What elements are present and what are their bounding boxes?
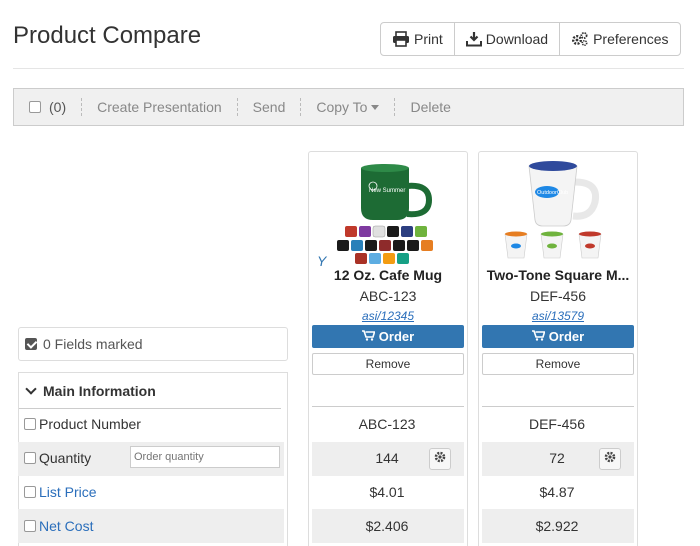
page-title: Product Compare [13,22,202,49]
net-cost-value: $2.406 [365,518,409,534]
field-row-quantity: Quantity 144 72 [18,442,700,476]
asi-link[interactable]: asi/12345 [361,309,415,323]
quantity-settings-button[interactable] [599,448,621,470]
delete-button[interactable]: Delete [394,98,465,116]
create-presentation-button[interactable]: Create Presentation [81,98,237,116]
preferences-label: Preferences [593,31,669,47]
field-row-product-number: Product Number ABC-123 DEF-456 [18,407,700,441]
gear-icon [434,450,446,468]
order-label: Order [548,329,585,344]
select-all[interactable]: (0) [14,98,81,116]
action-toolbar: (0) Create Presentation Send Copy To Del… [13,88,684,126]
fields-marked-label: 0 Fields marked [43,336,143,352]
product-number: DEF-456 [529,288,587,304]
download-button[interactable]: Download [455,23,561,55]
print-label: Print [414,31,443,47]
svg-text:Y: Y [317,253,328,268]
download-label: Download [485,31,549,47]
gears-icon [571,31,589,47]
card-divider [482,406,634,407]
field-checkbox[interactable] [24,520,36,532]
main-information-header[interactable]: Main Information [19,373,281,409]
order-button[interactable]: Order [482,325,634,348]
quantity-value: 144 [375,450,399,466]
product-number-value: DEF-456 [528,416,586,432]
field-name[interactable]: Net Cost [39,518,94,534]
field-label[interactable]: Product Number [24,407,141,441]
copy-to-label: Copy To [316,99,368,115]
selected-count: (0) [49,99,67,115]
select-all-checkbox[interactable] [29,101,41,113]
product-number-value: ABC-123 [358,416,416,432]
section-title: Main Information [43,382,156,399]
fields-marked-box: 0 Fields marked [18,327,288,361]
preferences-button[interactable]: Preferences [560,23,679,55]
product-card: OutdoorClub Two-Tone Square M... DEF-456… [478,151,638,546]
product-image: New Summer Y [309,156,467,269]
field-name[interactable]: List Price [39,484,97,500]
field-name: Quantity [39,450,92,466]
remove-button[interactable]: Remove [482,353,634,375]
field-checkbox[interactable] [24,452,36,464]
product-name[interactable]: Two-Tone Square M... [486,267,630,283]
row-shade [482,509,634,543]
field-name: Product Number [39,416,141,432]
title-divider [13,68,684,69]
checked-square-icon [25,338,37,350]
quantity-value: 72 [549,450,565,466]
product-number: ABC-123 [359,288,417,304]
send-button[interactable]: Send [236,98,301,116]
field-row-net-cost: Net Cost $2.406 $2.922 [18,509,700,543]
header-button-group: Print Download Preferences [380,22,681,56]
remove-button[interactable]: Remove [312,353,464,375]
download-icon [465,31,482,47]
list-price-value: $4.01 [369,484,405,500]
field-row-list-price: List Price $4.01 $4.87 [18,475,700,509]
product-card: New Summer Y [308,151,468,546]
chevron-down-icon [25,382,37,395]
asi-link[interactable]: asi/13579 [531,309,585,323]
order-button[interactable]: Order [312,325,464,348]
printer-icon [392,31,410,47]
field-label[interactable]: Net Cost [24,509,93,543]
field-checkbox[interactable] [24,486,36,498]
field-checkbox[interactable] [24,418,36,430]
copy-to-dropdown[interactable]: Copy To [300,98,394,116]
list-price-value: $4.87 [539,484,575,500]
svg-text:OutdoorClub: OutdoorClub [537,190,568,196]
field-label[interactable]: List Price [24,475,97,509]
svg-text:New Summer: New Summer [369,188,405,194]
row-shade [312,509,464,543]
order-quantity-input[interactable] [130,446,280,468]
quantity-settings-button[interactable] [429,448,451,470]
order-label: Order [378,329,415,344]
cart-icon [361,329,376,344]
field-label[interactable]: Quantity [24,442,91,476]
row-shade [18,509,284,543]
caret-down-icon [371,104,380,110]
gear-icon [604,450,616,468]
card-divider [312,406,464,407]
product-name[interactable]: 12 Oz. Cafe Mug [333,267,443,283]
cart-icon [531,329,546,344]
net-cost-value: $2.922 [535,518,579,534]
product-image: OutdoorClub [479,156,637,268]
print-button[interactable]: Print [381,23,455,55]
